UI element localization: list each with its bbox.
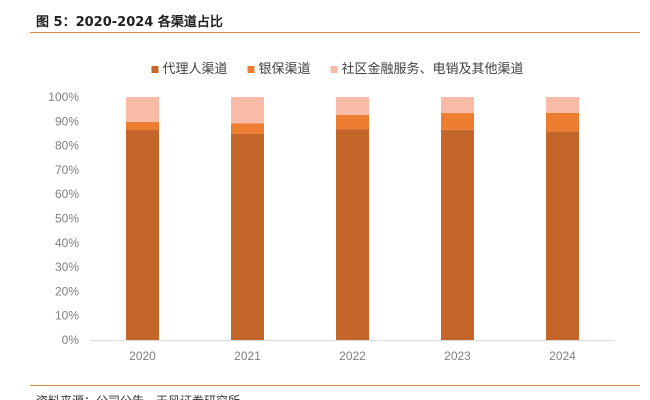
bar-segment-series-2 — [231, 97, 264, 124]
legend-item: 银保渠道 — [247, 62, 311, 77]
bar-segment-series-2 — [441, 97, 474, 114]
bar-segment-series-0 — [546, 131, 579, 340]
bar-segment-series-2 — [336, 97, 369, 115]
bar-segment-series-0 — [231, 133, 264, 340]
bar-segment-series-0 — [126, 130, 159, 340]
legend-item: 代理人渠道 — [151, 62, 227, 77]
bar-stack-2023 — [441, 97, 474, 340]
bar-stack-2021 — [231, 97, 264, 340]
bottom-divider — [30, 385, 640, 386]
y-tick-label: 40% — [55, 236, 79, 250]
y-tick-label: 80% — [55, 139, 79, 153]
x-tick-label: 2020 — [129, 349, 156, 363]
bar-segment-series-0 — [336, 129, 369, 340]
legend-swatch — [330, 66, 338, 73]
bar-segment-series-2 — [126, 97, 159, 122]
x-tick-label: 2021 — [234, 349, 261, 363]
bar-segment-series-1 — [336, 114, 369, 130]
chart-legend: 代理人渠道 银保渠道 社区金融服务、电销及其他渠道 — [151, 61, 524, 77]
legend-swatch — [247, 66, 255, 73]
y-tick-label: 100% — [48, 90, 79, 104]
bar-segment-series-1 — [126, 121, 159, 131]
legend-swatch — [151, 66, 159, 73]
bar-stack-2022 — [336, 97, 369, 340]
legend-label: 代理人渠道 — [162, 62, 227, 77]
x-tick-label: 2022 — [339, 349, 366, 363]
top-divider — [30, 32, 640, 33]
bar-segment-series-2 — [546, 97, 579, 113]
y-tick-label: 90% — [55, 114, 79, 128]
bar-stack-2020 — [126, 97, 159, 340]
legend-label: 社区金融服务、电销及其他渠道 — [342, 61, 524, 77]
bar-stack-2024 — [546, 97, 579, 340]
y-tick-label: 10% — [55, 309, 79, 323]
bar-segment-series-1 — [441, 113, 474, 130]
bar-area — [126, 97, 579, 340]
x-axis: 2020 2021 2022 2023 2024 — [90, 340, 615, 363]
bar-segment-series-1 — [231, 123, 264, 134]
y-tick-label: 50% — [55, 212, 79, 226]
y-tick-label: 60% — [55, 187, 79, 201]
y-tick-label: 70% — [55, 163, 79, 177]
y-tick-label: 0% — [62, 333, 80, 347]
stacked-bar-chart: 代理人渠道 银保渠道 社区金融服务、电销及其他渠道 0% 10% 20% 30% 40% 50… — [48, 61, 615, 363]
source-note: 资料来源：公司公告，天风证券研究所 — [36, 392, 240, 400]
y-axis: 0% 10% 20% 30% 40% 50% 60% 70% 80% 90% 100% — [48, 90, 79, 347]
figure-title: 图 5：2020-2024 各渠道占比 — [36, 15, 223, 30]
x-tick-label: 2023 — [444, 349, 471, 363]
legend-label: 银保渠道 — [258, 62, 310, 77]
legend-item: 社区金融服务、电销及其他渠道 — [330, 61, 524, 77]
y-tick-label: 30% — [55, 260, 79, 274]
y-tick-label: 20% — [55, 284, 79, 298]
x-tick-label: 2024 — [549, 349, 576, 363]
bar-segment-series-1 — [546, 112, 579, 132]
bar-segment-series-0 — [441, 129, 474, 340]
